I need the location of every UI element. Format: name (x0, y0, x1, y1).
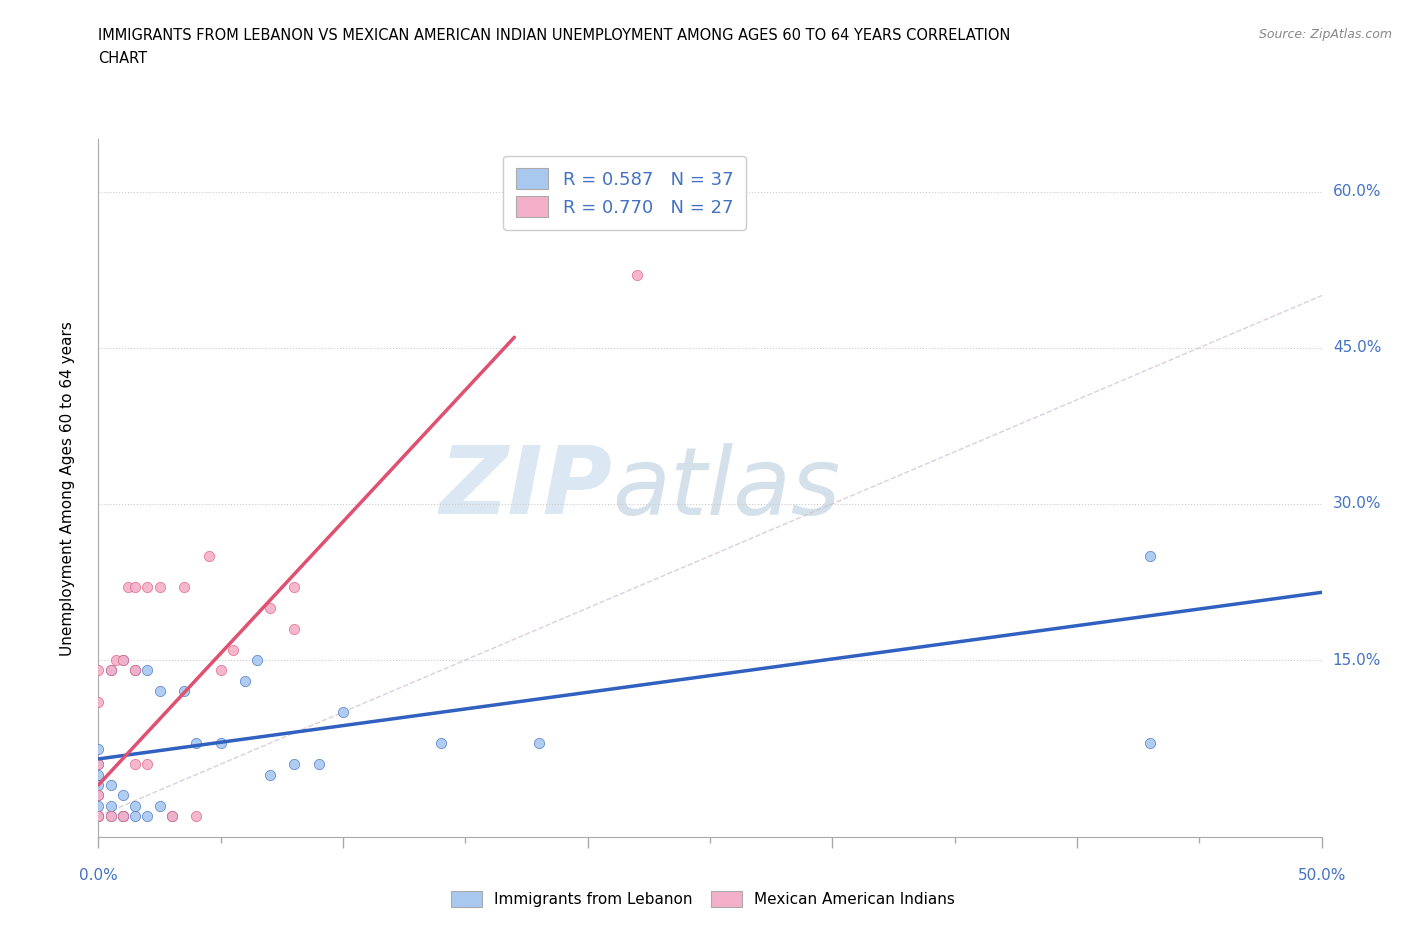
Point (209, 663, 232, 678)
Point (626, 268, 648, 283)
Point (186, 809, 208, 824)
Point (87, 809, 110, 824)
Point (259, 767, 281, 782)
Point (308, 757, 330, 772)
Point (124, 663, 146, 678)
Point (283, 579, 305, 594)
Point (124, 798, 146, 813)
Point (173, 579, 195, 594)
Point (87, 809, 110, 824)
Point (117, 579, 139, 594)
Point (111, 809, 134, 824)
Point (136, 663, 159, 678)
Y-axis label: Unemployment Among Ages 60 to 64 years: Unemployment Among Ages 60 to 64 years (60, 321, 75, 656)
Point (124, 757, 146, 772)
Point (124, 809, 146, 824)
Point (100, 777, 122, 792)
Point (100, 809, 122, 824)
Point (104, 653, 127, 668)
Point (1139, 736, 1161, 751)
Point (149, 798, 172, 813)
Point (149, 684, 172, 698)
Point (111, 788, 134, 803)
Point (259, 601, 281, 616)
Point (186, 736, 208, 751)
Text: 15.0%: 15.0% (1333, 653, 1381, 668)
Point (197, 549, 219, 564)
Point (87, 663, 110, 678)
Point (209, 736, 232, 751)
Legend: Immigrants from Lebanon, Mexican American Indians: Immigrants from Lebanon, Mexican America… (446, 884, 960, 913)
Point (100, 809, 122, 824)
Text: 0.0%: 0.0% (79, 868, 118, 883)
Point (124, 663, 146, 678)
Point (246, 653, 269, 668)
Point (430, 736, 453, 751)
Point (87, 788, 110, 803)
Text: IMMIGRANTS FROM LEBANON VS MEXICAN AMERICAN INDIAN UNEMPLOYMENT AMONG AGES 60 TO: IMMIGRANTS FROM LEBANON VS MEXICAN AMERI… (98, 28, 1011, 43)
Text: atlas: atlas (612, 443, 841, 534)
Point (173, 684, 195, 698)
Text: CHART: CHART (98, 51, 148, 66)
Point (111, 653, 134, 668)
Point (111, 809, 134, 824)
Point (222, 643, 245, 658)
Text: 30.0%: 30.0% (1333, 497, 1381, 512)
Point (100, 663, 122, 678)
Point (527, 736, 550, 751)
Text: ZIP: ZIP (439, 443, 612, 534)
Point (100, 663, 122, 678)
Point (87, 788, 110, 803)
Point (87, 757, 110, 772)
Point (87, 741, 110, 756)
Point (87, 694, 110, 709)
Point (100, 798, 122, 813)
Point (87, 757, 110, 772)
Point (1139, 549, 1161, 564)
Point (233, 673, 256, 688)
Point (87, 767, 110, 782)
Text: 45.0%: 45.0% (1333, 340, 1381, 355)
Point (149, 579, 172, 594)
Point (136, 579, 159, 594)
Legend: R = 0.587   N = 37, R = 0.770   N = 27: R = 0.587 N = 37, R = 0.770 N = 27 (503, 155, 745, 230)
Text: 60.0%: 60.0% (1333, 184, 1381, 199)
Point (87, 798, 110, 813)
Point (160, 809, 183, 824)
Point (87, 777, 110, 792)
Point (136, 757, 159, 772)
Point (124, 579, 146, 594)
Point (111, 809, 134, 824)
Point (283, 621, 305, 636)
Text: Source: ZipAtlas.com: Source: ZipAtlas.com (1258, 28, 1392, 41)
Text: 50.0%: 50.0% (1298, 868, 1346, 883)
Point (136, 809, 159, 824)
Point (111, 653, 134, 668)
Point (332, 705, 354, 720)
Point (87, 809, 110, 824)
Point (283, 757, 305, 772)
Point (160, 809, 183, 824)
